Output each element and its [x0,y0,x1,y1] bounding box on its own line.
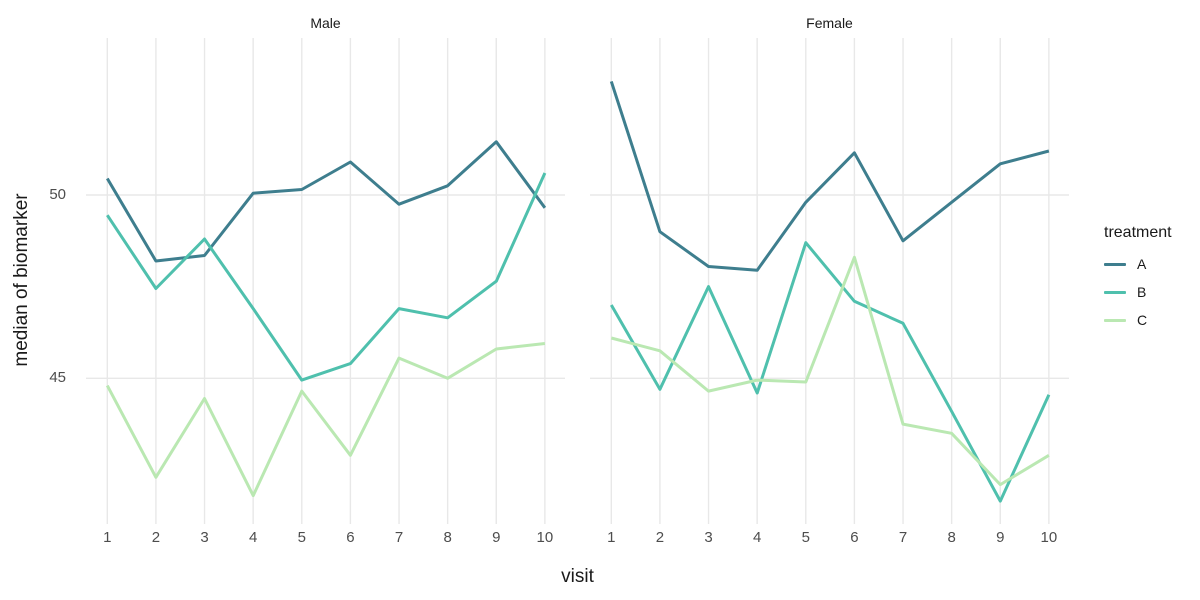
x-tick-label-1: 1 [607,529,616,546]
x-tick-label-3: 3 [200,529,209,546]
x-axis-ticks-male: 1 2 3 4 5 6 7 8 9 10 [86,529,565,547]
facet-panel-female: Female 1 2 3 4 5 6 7 8 9 10 [590,15,1069,546]
x-tick-label-9: 9 [996,529,1005,546]
legend-line-swatch-C [1104,318,1126,322]
legend-label-B: B [1137,284,1147,300]
x-axis-title: visit [561,566,594,587]
x-tick-label-2: 2 [151,529,161,546]
x-tick-label-2: 2 [655,529,665,546]
y-tick-label-50: 50 [49,186,66,203]
facet-strip-female: Female [806,15,853,31]
y-axis-title: median of biomarker [11,193,32,367]
x-tick-label-4: 4 [752,529,762,546]
x-tick-label-5: 5 [297,529,306,546]
legend-line-swatch-B [1104,290,1126,294]
x-tick-label-6: 6 [850,529,859,546]
x-tick-label-1: 1 [103,529,112,546]
line-series-B-male [106,172,547,382]
legend-line-swatch-A [1104,262,1126,266]
legend-item-C: C [1104,306,1172,334]
x-tick-label-10: 10 [536,529,554,546]
legend-item-A: A [1104,250,1172,278]
legend-item-B: B [1104,278,1172,306]
legend-label-A: A [1137,256,1147,272]
plot-area-female [590,38,1069,524]
x-tick-label-9: 9 [492,529,501,546]
facet-strip-male: Male [310,15,341,31]
x-tick-label-8: 8 [443,529,452,546]
x-tick-label-7: 7 [898,529,908,546]
line-series-A-male [106,140,547,263]
x-axis-ticks-female: 1 2 3 4 5 6 7 8 9 10 [590,529,1069,547]
line-series-C-male [105,342,546,498]
x-tick-label-3: 3 [704,529,713,546]
x-tick-label-4: 4 [248,529,258,546]
plot-area-male [86,38,565,524]
line-series-B-female [610,241,1051,503]
facet-panel-male: Male 1 2 3 4 5 6 7 8 9 10 [86,15,565,546]
legend-title: treatment [1104,224,1172,241]
x-tick-label-8: 8 [947,529,956,546]
x-tick-label-10: 10 [1040,529,1058,546]
x-tick-label-5: 5 [801,529,810,546]
legend-label-C: C [1137,312,1148,328]
y-tick-label-45: 45 [49,369,66,387]
line-series-C-female [610,255,1050,487]
x-tick-label-6: 6 [346,529,355,546]
line-series-A-female [609,80,1050,272]
x-tick-label-7: 7 [394,529,404,546]
